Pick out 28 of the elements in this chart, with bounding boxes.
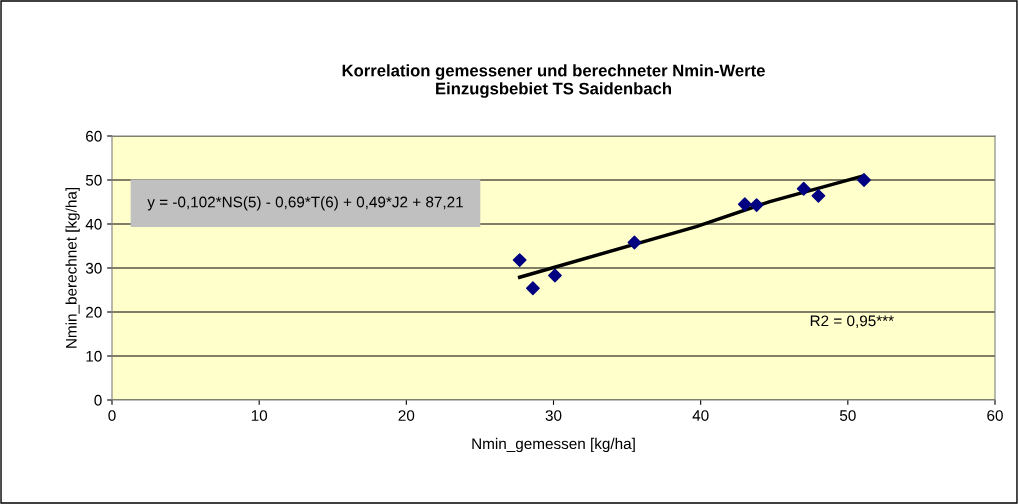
point (525, 281, 540, 296)
point (811, 188, 826, 203)
x-tick-label: 10 (251, 410, 268, 421)
y-tick-label: 30 (85, 262, 102, 274)
x-tick-label: 30 (545, 410, 562, 421)
x-tick-label: 0 (108, 410, 116, 421)
point (627, 235, 642, 250)
y-tick-label: 60 (86, 130, 102, 142)
annotation: R2 = 0,95*** (810, 315, 894, 329)
y-tick-label: 0 (94, 394, 102, 406)
y-tick-label: 40 (85, 218, 102, 230)
annotation: y = -0,102*NS(5) - 0,69*T(6) + 0,49*J2 + 87,21 (147, 196, 463, 211)
y-tick-label: 50 (85, 174, 102, 186)
x-tick-label: 50 (839, 410, 856, 421)
point (512, 253, 527, 267)
y-axis-title: Nmin_berechnet [kg/ha] (65, 187, 80, 348)
point (796, 181, 811, 196)
chart-title: Korrelation gemessener und berechneter Nmin-Werte Einzugsbebiet TS Saidenbach (342, 64, 765, 98)
point (737, 197, 752, 212)
x-tick-label: 40 (692, 410, 709, 421)
x-axis-title: Nmin_gemessen [kg/ha] (472, 437, 635, 453)
y-tick-label: 20 (86, 306, 102, 318)
point (749, 198, 764, 212)
x-tick-label: 20 (398, 410, 415, 421)
point (857, 173, 871, 187)
point (548, 268, 562, 283)
y-tick-label: 10 (86, 350, 102, 362)
x-tick-label: 60 (987, 410, 1003, 421)
